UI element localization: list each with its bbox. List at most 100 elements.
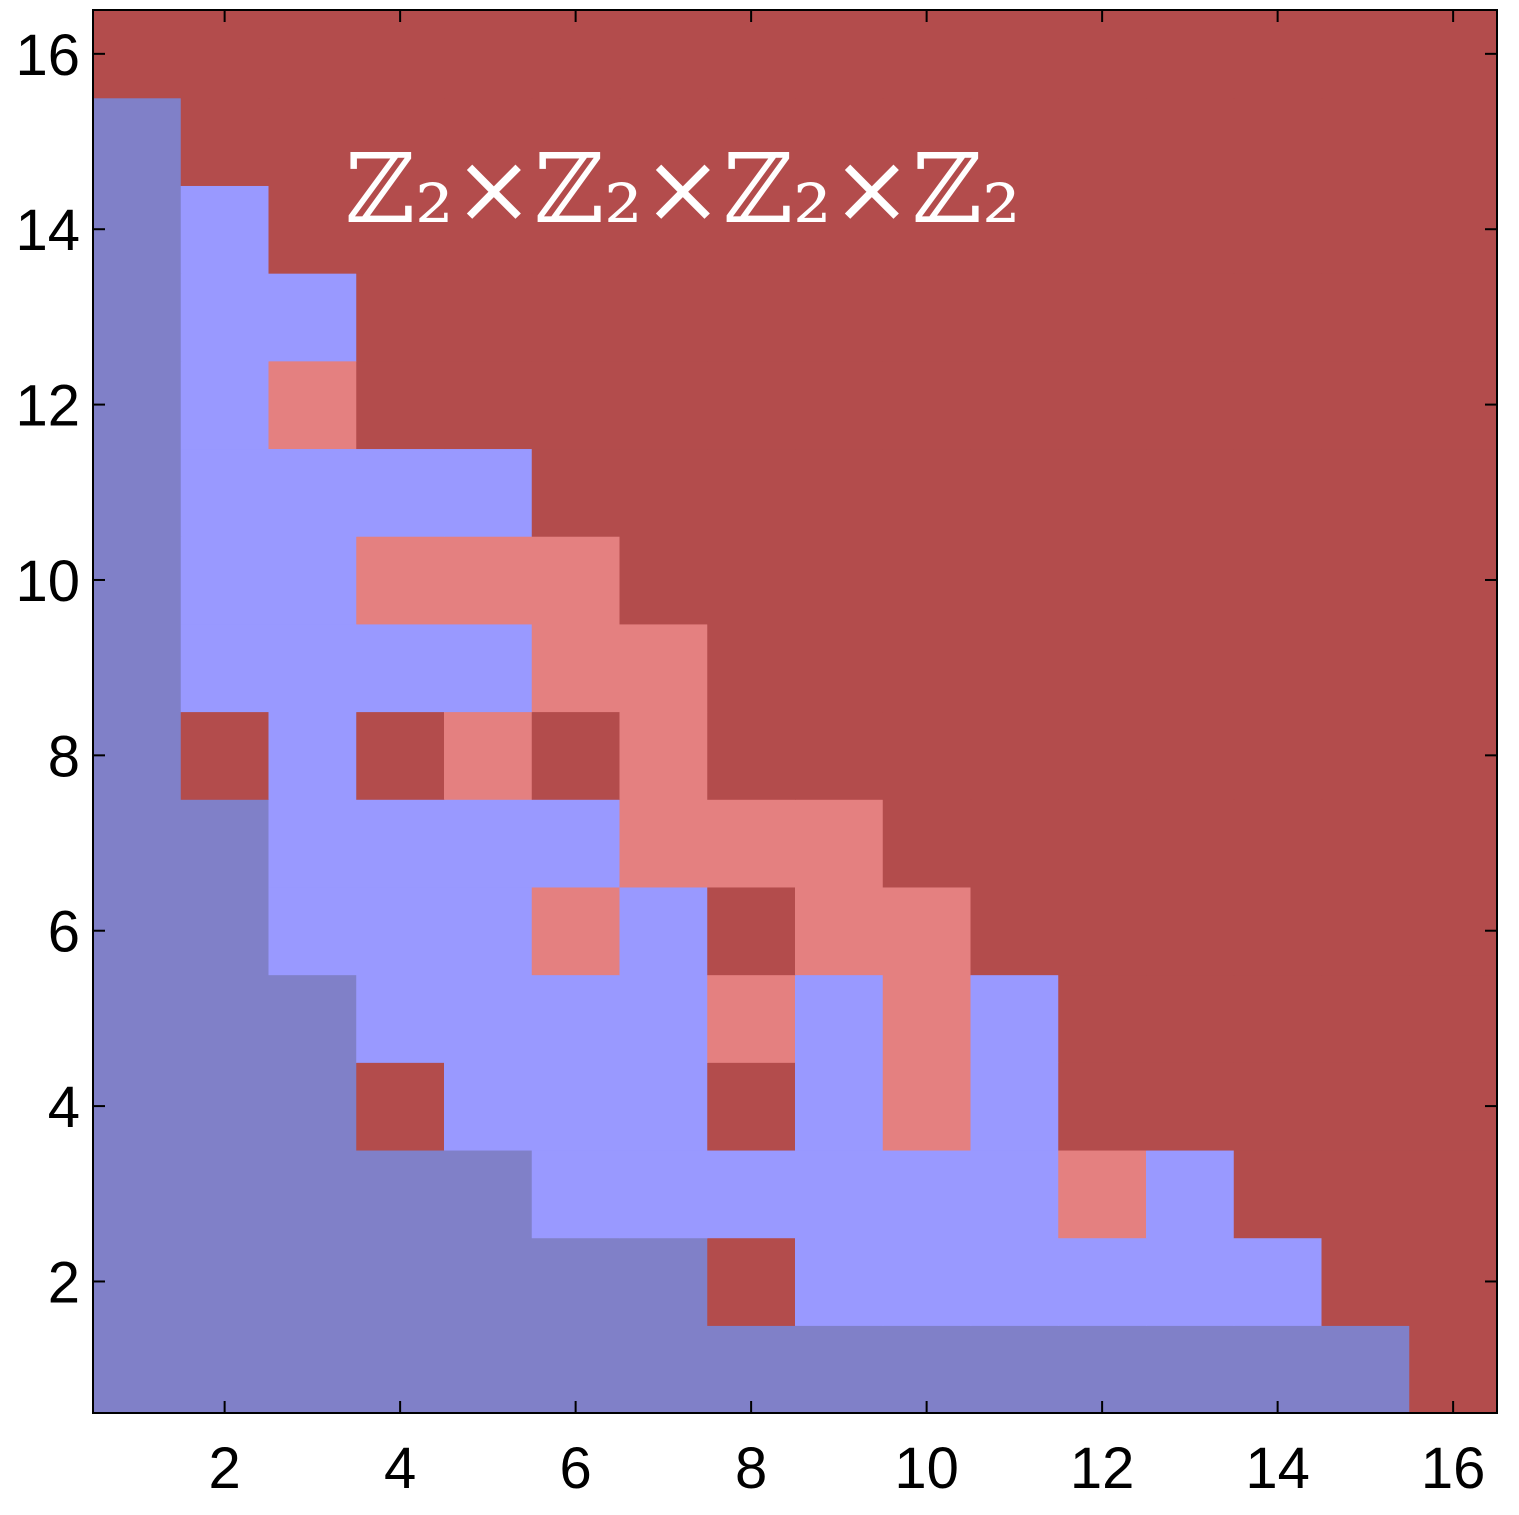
cell	[93, 273, 182, 362]
cell	[882, 185, 972, 274]
cell	[444, 273, 533, 362]
cell	[93, 1325, 182, 1414]
cell	[1146, 886, 1235, 976]
cell	[1233, 1237, 1323, 1326]
cell	[1321, 974, 1410, 1063]
cell	[1321, 97, 1410, 186]
cell	[1321, 623, 1410, 713]
cell	[795, 273, 884, 362]
cell	[1321, 1237, 1410, 1326]
cell	[795, 1062, 884, 1151]
cell	[795, 974, 884, 1063]
cell	[619, 448, 708, 537]
y-tick-label: 16	[15, 23, 80, 88]
cell	[619, 10, 708, 99]
cell	[1146, 1062, 1235, 1151]
cell	[268, 360, 357, 450]
cells	[93, 10, 1498, 1414]
cell	[1321, 185, 1410, 274]
cell	[707, 185, 796, 274]
cell	[1321, 886, 1410, 976]
cell	[1409, 273, 1498, 362]
cell	[180, 10, 270, 99]
cell	[882, 623, 972, 713]
cell	[795, 623, 884, 713]
cell	[356, 536, 445, 625]
cell	[882, 97, 972, 186]
cell	[356, 360, 445, 450]
cell	[1233, 360, 1323, 450]
cell	[882, 1325, 972, 1414]
cell	[707, 1062, 796, 1151]
cell	[444, 97, 533, 186]
y-tick-label: 8	[48, 724, 80, 789]
cell	[180, 1149, 270, 1239]
cell	[1233, 1062, 1323, 1151]
cell	[619, 1149, 708, 1239]
cell	[93, 711, 182, 800]
cell	[795, 799, 884, 888]
cell	[444, 1062, 533, 1151]
y-tick-label: 14	[15, 198, 80, 263]
cell	[707, 536, 796, 625]
cell	[1321, 711, 1410, 800]
cell	[356, 273, 445, 362]
cell	[1409, 185, 1498, 274]
cell	[444, 536, 533, 625]
x-tick-label: 8	[735, 1436, 767, 1501]
cell	[1146, 799, 1235, 888]
cell	[444, 1237, 533, 1326]
cell	[1233, 974, 1323, 1063]
cell	[707, 799, 796, 888]
cell	[970, 273, 1059, 362]
cell	[356, 1325, 445, 1414]
cell	[531, 886, 621, 976]
cell	[882, 10, 972, 99]
cell	[1058, 711, 1147, 800]
cell	[882, 711, 972, 800]
cell	[180, 886, 270, 976]
cell	[795, 536, 884, 625]
cell	[268, 711, 357, 800]
cell	[1146, 974, 1235, 1063]
cell	[707, 711, 796, 800]
cell	[356, 10, 445, 99]
cell	[619, 886, 708, 976]
cell	[1321, 536, 1410, 625]
cell	[93, 97, 182, 186]
cell	[1233, 448, 1323, 537]
cell	[444, 185, 533, 274]
cell	[531, 273, 621, 362]
cell	[531, 10, 621, 99]
cell	[1058, 1149, 1147, 1239]
cell	[444, 886, 533, 976]
cell	[1409, 360, 1498, 450]
cell	[1409, 1149, 1498, 1239]
x-tick-label: 2	[208, 1436, 240, 1501]
cell	[970, 974, 1059, 1063]
y-tick-label: 10	[15, 549, 80, 614]
cell	[1409, 623, 1498, 713]
cell	[795, 1149, 884, 1239]
cell	[444, 711, 533, 800]
cell	[882, 360, 972, 450]
cell	[444, 360, 533, 450]
cell	[1146, 1237, 1235, 1326]
cell	[1321, 799, 1410, 888]
cell	[268, 273, 357, 362]
cell	[970, 1237, 1059, 1326]
cell	[180, 1237, 270, 1326]
cell	[93, 799, 182, 888]
cell	[180, 1325, 270, 1414]
cell	[1233, 886, 1323, 976]
cell	[1146, 448, 1235, 537]
cell	[795, 360, 884, 450]
cell	[356, 1149, 445, 1239]
cell	[1233, 1149, 1323, 1239]
cell	[356, 185, 445, 274]
cell	[444, 1325, 533, 1414]
cell	[1409, 974, 1498, 1063]
cell	[180, 360, 270, 450]
x-tick-label: 4	[384, 1436, 416, 1501]
cell	[1146, 1149, 1235, 1239]
